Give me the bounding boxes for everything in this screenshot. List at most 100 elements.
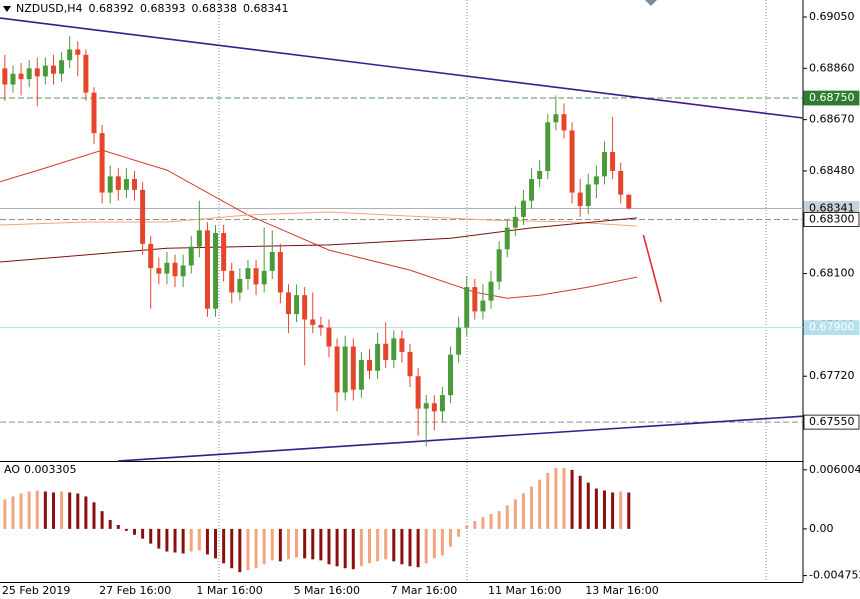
ao-bar: [473, 521, 477, 529]
ao-bar: [619, 491, 623, 529]
ao-bar: [546, 472, 550, 529]
y-tick-label: 0.00: [809, 522, 834, 535]
candle-body: [59, 60, 65, 74]
candle-body: [626, 194, 632, 209]
ao-bar: [197, 528, 201, 551]
candle-body: [237, 278, 243, 293]
ao-bar: [222, 528, 226, 564]
ao-bar: [408, 528, 412, 567]
candle-body: [391, 338, 397, 360]
level-label: 0.68341: [809, 201, 855, 214]
ao-bar: [238, 528, 242, 573]
y-tick-label: 0.68480: [809, 164, 855, 177]
level-label-box: [803, 320, 860, 335]
candle-body: [545, 122, 551, 171]
y-tick-label: 0.006004: [809, 463, 860, 476]
candle-body: [407, 351, 413, 377]
candle-body: [164, 262, 170, 274]
level-label: 0.67900: [809, 321, 855, 334]
ao-bar: [376, 528, 380, 562]
ao-bar: [497, 511, 501, 529]
ao-bar: [611, 492, 615, 529]
candle-body: [188, 246, 194, 266]
symbol: NZDUSD,H4: [16, 2, 83, 15]
ao-bar: [173, 528, 177, 553]
ao-bar: [335, 528, 339, 567]
candle-body: [456, 327, 462, 355]
ao-bar: [92, 502, 96, 529]
candle-body: [115, 176, 121, 190]
candle-body: [399, 338, 405, 352]
ao-bar: [76, 493, 80, 529]
ao-bar: [440, 528, 444, 556]
ao-bar: [189, 528, 193, 552]
ao-bar: [513, 499, 517, 529]
candle-body: [221, 233, 227, 271]
ao-bar: [68, 492, 72, 529]
candle-body: [448, 354, 454, 396]
ao-bar: [141, 528, 145, 539]
header-high: 0.68393: [140, 2, 186, 15]
candle-body: [91, 92, 97, 134]
candle-body: [529, 179, 535, 201]
chart-header: NZDUSD,H4 0.68392 0.68393 0.68338 0.68341: [16, 2, 289, 15]
candle-body: [83, 54, 89, 93]
shift-marker: [645, 0, 657, 6]
candle-body: [253, 268, 259, 285]
ao-bar: [327, 528, 331, 565]
level-label-box: [803, 414, 860, 430]
ao-bar: [157, 528, 161, 549]
ao-bar: [149, 528, 153, 544]
ao-bar: [11, 496, 15, 529]
ao-bar: [578, 475, 582, 529]
ao-bar: [416, 528, 420, 568]
candle-body: [140, 189, 146, 244]
candle-body: [383, 343, 389, 360]
candle-body: [358, 359, 364, 390]
candle-body: [512, 216, 518, 228]
ao-bar: [35, 490, 39, 529]
candle-body: [269, 251, 275, 271]
ao-bar: [116, 524, 120, 529]
ao-bar: [594, 488, 598, 529]
y-tick-label: 0.68670: [809, 113, 855, 126]
ao-bar: [51, 492, 55, 529]
ao-bar: [84, 496, 88, 529]
candle-body: [569, 130, 575, 193]
candle-body: [375, 343, 381, 371]
candle-body: [107, 176, 113, 193]
candle-body: [520, 200, 526, 217]
candle-body: [310, 319, 316, 325]
ao-bar: [303, 528, 307, 559]
ao-bar: [230, 528, 234, 569]
ao-bar: [343, 528, 347, 569]
ao-bar: [465, 525, 469, 529]
ao-bar: [43, 491, 47, 529]
ao-bar: [424, 528, 428, 564]
ao-bar: [133, 528, 137, 535]
ao-bar: [538, 479, 542, 529]
candle-body: [99, 133, 105, 193]
candle-body: [132, 179, 138, 190]
candle-body: [496, 249, 502, 282]
candle-body: [439, 395, 445, 412]
ao-bar: [481, 517, 485, 529]
moving-average: [0, 149, 638, 299]
candle-body: [415, 376, 421, 409]
ao-bar: [278, 528, 282, 562]
candle-body: [423, 403, 429, 409]
candle-body: [593, 176, 599, 185]
candle-body: [464, 287, 470, 328]
candle-body: [302, 295, 308, 320]
candle-body: [350, 346, 356, 390]
ao-bar: [270, 528, 274, 561]
ao-bar: [100, 511, 104, 529]
ao-bar: [602, 490, 606, 529]
ao-bar: [319, 528, 323, 561]
candle-body: [180, 265, 186, 277]
level-label: 0.68300: [809, 213, 855, 226]
ao-bar: [627, 492, 631, 529]
ao-name: AO: [4, 463, 20, 476]
level-label: 0.67550: [809, 415, 855, 428]
ao-bar: [262, 528, 266, 565]
